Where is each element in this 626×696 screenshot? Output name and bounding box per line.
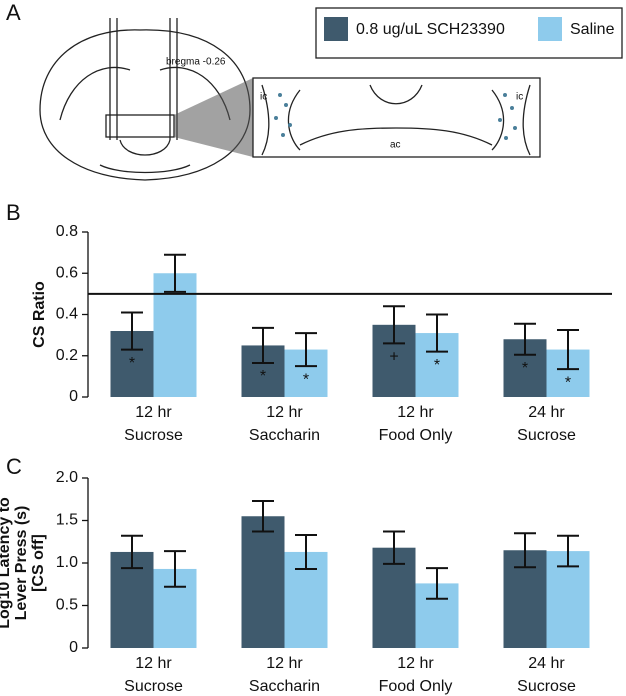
panel-label: B <box>6 200 21 225</box>
legend-label: 0.8 ug/uL SCH23390 <box>356 21 505 38</box>
y-tick-label: 1.5 <box>56 512 78 529</box>
y-tick-label: 0.5 <box>56 597 78 614</box>
error-bar <box>557 328 579 371</box>
legend: 0.8 ug/uL SCH23390 Saline <box>315 7 623 59</box>
x-tick-label: 24 hr <box>528 404 565 421</box>
x-tick-label: 12 hr <box>397 655 434 672</box>
error-bar <box>426 313 448 353</box>
error-bar <box>514 532 536 569</box>
error-bar <box>295 332 317 368</box>
panel-label: C <box>6 454 22 479</box>
x-tick-label: 24 hr <box>528 655 565 672</box>
x-tick-label: 12 hr <box>266 404 303 421</box>
bar <box>241 516 285 648</box>
error-bar <box>252 326 274 364</box>
error-bar <box>164 253 186 293</box>
error-bar <box>514 322 536 356</box>
x-tick-label: 12 hr <box>397 404 434 421</box>
error-bar <box>164 550 186 588</box>
y-tick-label: 1.0 <box>56 554 78 571</box>
y-tick-label: 0.4 <box>56 306 78 323</box>
y-tick-label: 0.6 <box>56 264 78 281</box>
region-label: ac <box>390 140 401 151</box>
y-tick-label: 0.8 <box>56 223 78 240</box>
x-tick-label: Sucrose <box>124 427 183 444</box>
bregma-label: bregma -0.26 <box>166 57 226 68</box>
error-bar <box>252 499 274 533</box>
error-bar <box>557 534 579 568</box>
error-bar <box>295 533 317 570</box>
legend-swatch <box>324 17 348 41</box>
brain-diagram: bregma -0.26 ic ic ac <box>39 18 541 181</box>
error-bar <box>121 311 143 351</box>
error-bar <box>121 534 143 570</box>
x-tick-label: 12 hr <box>266 655 303 672</box>
error-bar <box>383 305 405 345</box>
region-label: ic <box>516 92 523 103</box>
significance-marker: * <box>565 374 571 391</box>
significance-marker: * <box>260 368 266 385</box>
significance-marker: * <box>129 355 135 372</box>
region-label: ic <box>260 92 267 103</box>
legend-swatch <box>538 17 562 41</box>
y-tick-label: 0 <box>69 639 78 656</box>
significance-marker: + <box>389 349 398 366</box>
x-tick-label: 12 hr <box>135 404 172 421</box>
y-axis-label: CS Ratio <box>31 281 48 348</box>
y-tick-label: 0.2 <box>56 347 78 364</box>
significance-marker: * <box>303 371 309 388</box>
error-bar <box>426 567 448 600</box>
x-tick-label: Sucrose <box>517 427 576 444</box>
x-tick-label: 12 hr <box>135 655 172 672</box>
x-tick-label: Saccharin <box>249 678 320 695</box>
significance-marker: * <box>522 360 528 377</box>
y-axis-label: Lever Press (s) <box>13 506 30 621</box>
significance-marker: * <box>434 357 440 374</box>
x-tick-label: Food Only <box>379 678 453 695</box>
y-axis-label: Log10 Latency to <box>0 497 13 629</box>
legend-label: Saline <box>570 21 615 38</box>
x-tick-label: Sucrose <box>124 678 183 695</box>
panel-label: A <box>6 0 21 25</box>
x-tick-label: Sucrose <box>517 678 576 695</box>
x-tick-label: Food Only <box>379 427 453 444</box>
y-tick-label: 0 <box>69 388 78 405</box>
x-tick-label: Saccharin <box>249 427 320 444</box>
y-tick-label: 2.0 <box>56 469 78 486</box>
error-bar <box>383 530 405 565</box>
y-axis-label: [CS off] <box>30 534 47 592</box>
